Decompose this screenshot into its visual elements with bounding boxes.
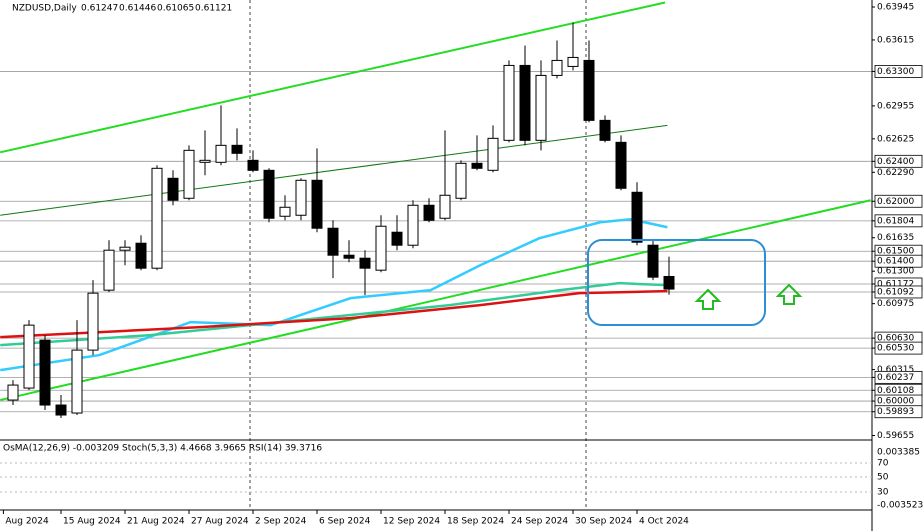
indicator-level-label: 30 xyxy=(877,488,889,498)
y-tick-label: 0.60315 xyxy=(877,365,914,375)
y-tick-label: 0.60530 xyxy=(877,344,914,354)
candle-body xyxy=(471,162,483,169)
moving-average xyxy=(0,289,668,339)
candle-body xyxy=(359,257,371,269)
y-tick-label: 0.62400 xyxy=(877,157,914,167)
quote-high: 0.61446 xyxy=(119,4,156,14)
x-tick-label: 21 Aug 2024 xyxy=(127,517,185,527)
candle-body xyxy=(151,167,163,269)
y-tick-label: 0.63300 xyxy=(877,67,914,77)
candle-body xyxy=(55,404,67,416)
candle-body xyxy=(535,74,547,141)
x-tick-label: 4 Oct 2024 xyxy=(639,517,689,527)
candle-body xyxy=(615,141,627,189)
candle-body xyxy=(503,64,515,141)
arrow-up xyxy=(694,288,722,310)
candle-body xyxy=(167,177,179,201)
candle-body xyxy=(551,59,563,76)
symbol: NZDUSD,Daily xyxy=(12,4,77,14)
x-tick-label: 15 Aug 2024 xyxy=(63,517,121,527)
candle-body xyxy=(247,159,259,171)
candle-body xyxy=(199,159,211,163)
x-tick-label: 6 Sep 2024 xyxy=(319,517,371,527)
y-tick-label: 0.61172 xyxy=(877,279,914,289)
y-tick-label: 0.60975 xyxy=(877,299,914,309)
candle-body xyxy=(183,149,195,199)
candle-body xyxy=(295,179,307,216)
candle-body xyxy=(343,254,355,259)
candle-body xyxy=(7,384,19,401)
trendline xyxy=(0,199,871,402)
candle-body xyxy=(391,231,403,246)
candle-body xyxy=(263,169,275,219)
quote-open: 0.61247 xyxy=(81,4,118,14)
candle-body xyxy=(599,119,611,141)
candle-body xyxy=(23,324,35,389)
y-tick-label: 0.60630 xyxy=(877,334,914,344)
indicator-label: OsMA(12,26,9) -0.003209 Stoch(5,3,3) 4.4… xyxy=(3,444,322,454)
x-tick-label: 24 Sep 2024 xyxy=(511,517,568,527)
y-tick-label: 0.61400 xyxy=(877,257,914,267)
trendline xyxy=(0,124,668,216)
arrow-up xyxy=(775,283,803,305)
y-tick-label: 0.63615 xyxy=(877,35,914,45)
y-tick-label: 0.61804 xyxy=(877,216,914,226)
y-tick-label: 0.59655 xyxy=(877,431,914,441)
candle-body xyxy=(103,249,115,291)
y-tick-label: 0.61300 xyxy=(877,267,914,277)
x-tick-label: 18 Sep 2024 xyxy=(447,517,504,527)
candle-body xyxy=(439,194,451,219)
candle-body xyxy=(487,137,499,171)
candle-body xyxy=(135,242,147,269)
y-tick-label: 0.62290 xyxy=(877,168,914,178)
candle-body xyxy=(279,206,291,217)
y-tick-label: 0.60000 xyxy=(877,397,914,407)
candle-body xyxy=(407,204,419,246)
moving-average xyxy=(0,281,668,347)
candle-body xyxy=(215,144,227,163)
candle-body xyxy=(87,292,99,351)
candle-body xyxy=(39,339,51,406)
y-tick-label: 0.60108 xyxy=(877,386,914,396)
quote-close: 0.61121 xyxy=(195,4,232,14)
y-tick-label: 0.60237 xyxy=(877,373,914,383)
candle-body xyxy=(119,246,131,251)
candle-body xyxy=(663,275,675,290)
y-tick-label: 0.62625 xyxy=(877,134,914,144)
indicator-level-label: 70 xyxy=(877,459,889,469)
indicator-level-label: 0.003385 xyxy=(877,448,920,458)
y-tick-label: 0.63945 xyxy=(877,2,914,12)
x-tick-label: Aug 2024 xyxy=(5,517,49,527)
y-tick-label: 0.59893 xyxy=(877,407,914,417)
candle-body xyxy=(647,244,659,278)
y-tick-label: 0.62955 xyxy=(877,101,914,111)
candle-body xyxy=(519,64,531,141)
highlight-box xyxy=(587,239,766,326)
candle-body xyxy=(231,144,243,154)
candle-body xyxy=(583,59,595,121)
x-tick-label: 2 Sep 2024 xyxy=(255,517,307,527)
candle-body xyxy=(455,162,467,199)
candle-body xyxy=(71,349,83,414)
indicator-level-label: 50 xyxy=(877,473,889,483)
y-tick-label: 0.61092 xyxy=(877,287,914,297)
candle-body xyxy=(423,204,435,221)
x-tick-label: 30 Sep 2024 xyxy=(575,517,632,527)
quote-low: 0.61065 xyxy=(157,4,194,14)
y-tick-label: 0.62000 xyxy=(877,197,914,207)
candle-body xyxy=(311,179,323,229)
candle-body xyxy=(327,227,339,256)
y-tick-label: 0.61635 xyxy=(877,233,914,243)
candle-body xyxy=(567,56,579,67)
y-tick-label: 0.61500 xyxy=(877,247,914,257)
x-tick-label: 27 Aug 2024 xyxy=(191,517,249,527)
trendline xyxy=(0,1,666,154)
indicator-level-label: -0.003523 xyxy=(877,501,923,511)
candle-body xyxy=(375,225,387,271)
x-tick-label: 12 Sep 2024 xyxy=(383,517,440,527)
candle-body xyxy=(631,191,643,243)
